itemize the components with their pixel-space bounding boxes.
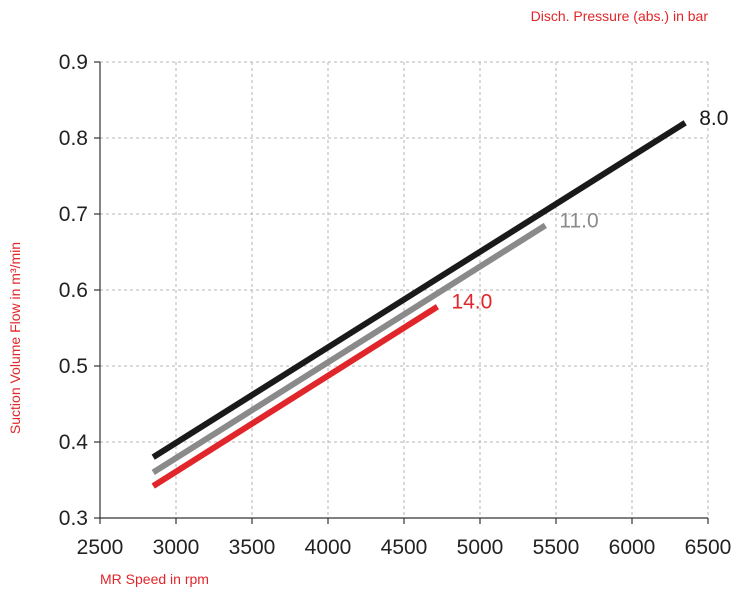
y-tick-label: 0.4 (59, 431, 89, 454)
y-axis-title: Suction Volume Flow in m³/min (7, 242, 23, 434)
series-line-14-0 (151, 304, 440, 489)
y-tick-label: 0.8 (59, 127, 88, 150)
x-tick-label: 3000 (153, 536, 200, 559)
x-tick-label: 4000 (305, 536, 352, 559)
series-label-14-0: 14.0 (451, 291, 492, 314)
series-line-8-0 (151, 120, 687, 460)
x-tick-label: 4500 (381, 536, 428, 559)
series-label-11-0: 11.0 (559, 209, 598, 232)
x-tick-label: 5000 (457, 536, 504, 559)
legend-title: Disch. Pressure (abs.) in bar (531, 8, 709, 24)
x-tick-label: 6000 (609, 536, 656, 559)
x-tick-label: 3500 (229, 536, 276, 559)
y-tick-label: 0.9 (59, 51, 88, 74)
x-axis-ticks: 2500 3000 3500 4000 4500 5000 5500 6000 6500 (77, 518, 732, 559)
series-lines (151, 120, 687, 489)
x-tick-label: 2500 (77, 536, 124, 559)
x-tick-label: 6500 (685, 536, 732, 559)
y-axis-ticks: 0.3 0.4 0.5 0.6 0.7 0.8 0.9 (59, 51, 100, 530)
y-tick-label: 0.5 (59, 355, 88, 378)
y-tick-label: 0.7 (59, 203, 88, 226)
x-axis-title: MR Speed in rpm (100, 571, 209, 587)
y-tick-label: 0.6 (59, 279, 88, 302)
y-tick-label: 0.3 (59, 507, 88, 530)
x-tick-label: 5500 (533, 536, 580, 559)
series-line-11-0 (151, 222, 547, 475)
series-labels: 8.0 11.0 14.0 (451, 107, 728, 314)
series-label-8-0: 8.0 (699, 107, 728, 130)
